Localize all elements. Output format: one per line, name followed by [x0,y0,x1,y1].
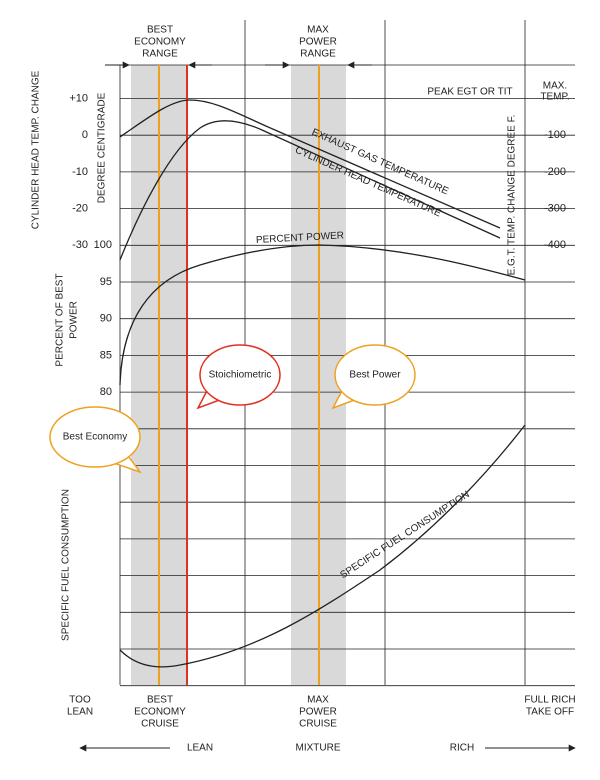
max-temp-label: MAX. [543,81,567,92]
callout-label: Best Economy [63,432,127,443]
egt-curve [119,99,501,229]
bottom-label: CRUISE [299,719,337,730]
bottom-label: ECONOMY [134,707,186,718]
curve-label: SPECIFIC FUEL CONSUMPTION [338,489,471,581]
y-tick-label: 95 [100,276,112,288]
y-tick-label: 90 [100,313,112,325]
label: ECONOMY [134,37,186,48]
y-tick-label: 0 [82,129,88,141]
bottom-label: TOO [69,695,91,706]
bottom-label: POWER [299,707,337,718]
axis-title: CYLINDER HEAD TEMP. CHANGE [31,70,42,229]
bottom-label: LEAN [67,707,93,718]
axis-title: PERCENT OF BEST [55,273,66,366]
y-tick-label: -400 [544,239,566,251]
callout [49,406,141,468]
rich-label: RICH [450,743,474,754]
label: RANGE [300,49,336,60]
label: RANGE [142,49,178,60]
axis-title: POWER [69,301,80,339]
axis-title: SPECIFIC FUEL CONSUMPTION [61,489,72,641]
bottom-label: CRUISE [141,719,179,730]
y-tick-label: -200 [544,166,566,178]
y-tick-label: -300 [544,203,566,215]
y-tick-label: 80 [100,386,112,398]
y-tick-label: -10 [72,166,88,178]
mixture-label: MIXTURE [296,743,341,754]
bottom-label: BEST [147,695,173,706]
y-tick-label: 100 [94,239,112,251]
callout-label: Stoichiometric [209,370,272,381]
y-tick-label: 85 [100,349,112,361]
callout [199,344,281,406]
peak-label: PEAK EGT OR TIT [427,87,512,98]
callout-label: Best Power [349,370,401,381]
curve-label: PERCENT POWER [256,230,345,246]
label: MAX [307,25,329,36]
y-tick-label: -30 [72,239,88,251]
label: POWER [299,37,337,48]
callout [334,344,416,406]
bottom-label: TAKE OFF [526,707,574,718]
lean-label: LEAN [187,743,213,754]
y-tick-label: +10 [69,92,88,104]
axis-title: E.G.T. TEMP. CHANGE DEGREE F. [507,115,518,276]
sfc-curve [119,424,526,668]
y-tick-label: -20 [72,203,88,215]
bottom-label: MAX [307,695,329,706]
bottom-label: FULL RICH [524,695,575,706]
axis-title: DEGREE CENTIGRADE [97,92,108,203]
power-curve [119,244,526,386]
max-temp-label: TEMP. [540,92,569,103]
y-tick-label: -100 [544,129,566,141]
cht-curve [119,120,501,261]
label: BEST [147,25,173,36]
mask [120,440,123,452]
